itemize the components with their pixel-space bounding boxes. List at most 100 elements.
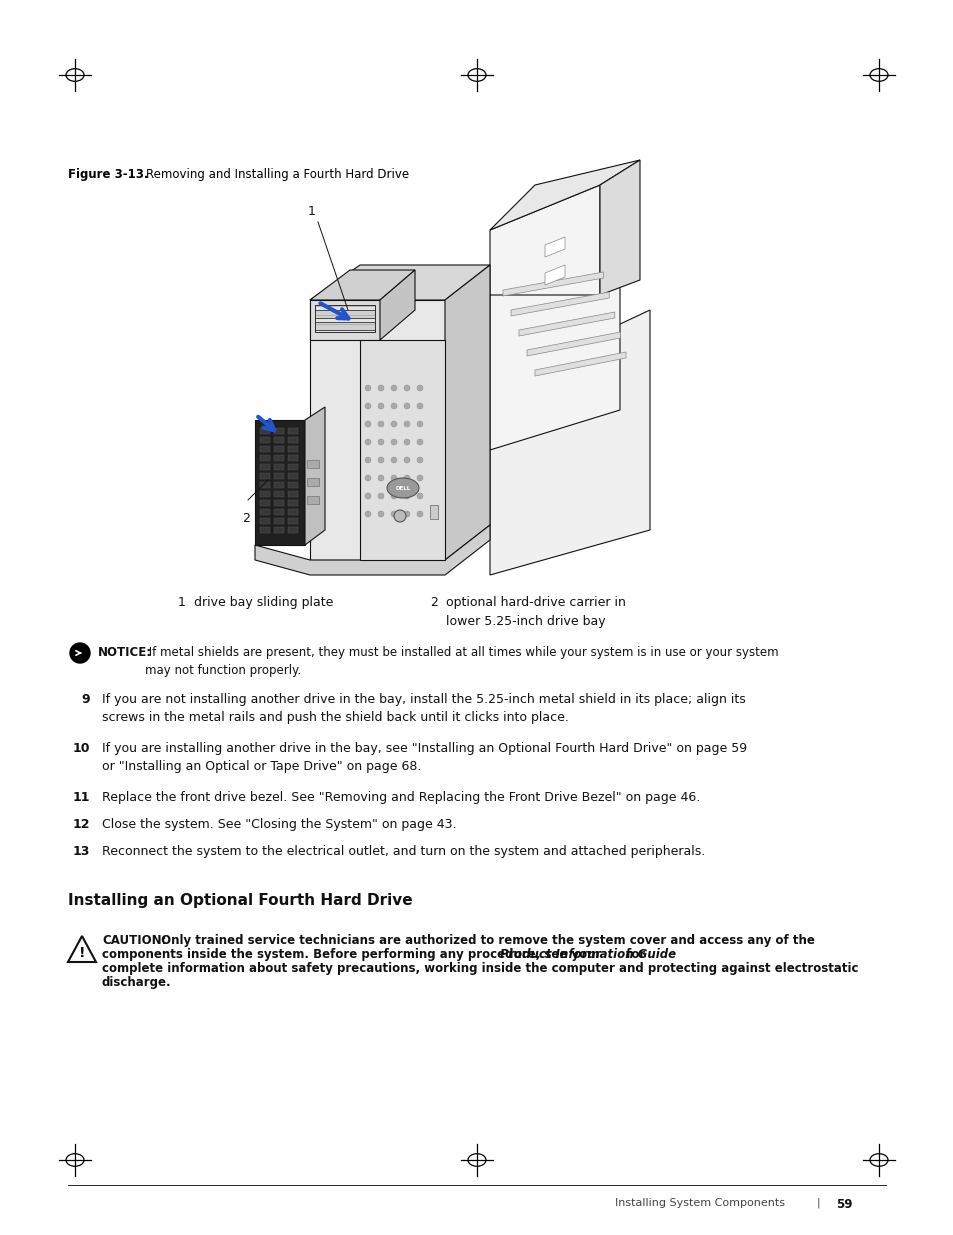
Circle shape bbox=[391, 475, 396, 480]
Circle shape bbox=[403, 421, 410, 427]
Polygon shape bbox=[444, 266, 490, 559]
Text: 13: 13 bbox=[72, 845, 90, 858]
Polygon shape bbox=[544, 266, 564, 285]
Bar bbox=[288, 482, 297, 488]
Polygon shape bbox=[490, 161, 639, 230]
Bar bbox=[260, 527, 270, 534]
Bar bbox=[288, 446, 297, 452]
Polygon shape bbox=[490, 240, 619, 450]
Circle shape bbox=[377, 493, 384, 499]
Text: 59: 59 bbox=[835, 1198, 852, 1212]
Text: components inside the system. Before performing any procedure, see your: components inside the system. Before per… bbox=[102, 948, 605, 961]
Text: DELL: DELL bbox=[395, 485, 410, 490]
Bar bbox=[274, 437, 284, 443]
Bar bbox=[274, 473, 284, 479]
Polygon shape bbox=[359, 340, 444, 559]
Bar bbox=[274, 500, 284, 506]
Circle shape bbox=[416, 421, 422, 427]
Text: 2: 2 bbox=[430, 597, 437, 609]
Bar bbox=[274, 482, 284, 488]
Polygon shape bbox=[599, 161, 639, 295]
Text: NOTICE:: NOTICE: bbox=[98, 646, 152, 659]
Bar bbox=[274, 492, 284, 496]
Text: 1: 1 bbox=[178, 597, 186, 609]
Circle shape bbox=[403, 475, 410, 480]
Bar bbox=[274, 454, 284, 461]
Circle shape bbox=[391, 421, 396, 427]
Bar bbox=[274, 509, 284, 515]
Text: CAUTION:: CAUTION: bbox=[102, 934, 167, 947]
Bar bbox=[260, 492, 270, 496]
Text: for: for bbox=[621, 948, 644, 961]
Text: drive bay sliding plate: drive bay sliding plate bbox=[193, 597, 333, 609]
Text: Product Information Guide: Product Information Guide bbox=[499, 948, 676, 961]
Circle shape bbox=[416, 438, 422, 445]
Circle shape bbox=[403, 511, 410, 517]
Polygon shape bbox=[254, 525, 490, 576]
Bar bbox=[260, 473, 270, 479]
Circle shape bbox=[365, 385, 371, 391]
Polygon shape bbox=[310, 266, 490, 300]
Polygon shape bbox=[254, 420, 305, 545]
Circle shape bbox=[365, 421, 371, 427]
Polygon shape bbox=[314, 322, 375, 330]
Text: Close the system. See "Closing the System" on page 43.: Close the system. See "Closing the Syste… bbox=[102, 818, 456, 831]
Circle shape bbox=[377, 457, 384, 463]
Circle shape bbox=[391, 438, 396, 445]
Circle shape bbox=[416, 385, 422, 391]
Circle shape bbox=[377, 475, 384, 480]
Text: 10: 10 bbox=[72, 742, 90, 755]
Polygon shape bbox=[544, 237, 564, 257]
Text: optional hard-drive carrier in
lower 5.25-inch drive bay: optional hard-drive carrier in lower 5.2… bbox=[446, 597, 625, 629]
Text: Removing and Installing a Fourth Hard Drive: Removing and Installing a Fourth Hard Dr… bbox=[131, 168, 409, 182]
Bar bbox=[288, 454, 297, 461]
Bar bbox=[260, 429, 270, 433]
Circle shape bbox=[377, 438, 384, 445]
Text: discharge.: discharge. bbox=[102, 976, 172, 989]
Text: If metal shields are present, they must be installed at all times while your sys: If metal shields are present, they must … bbox=[145, 646, 778, 677]
Ellipse shape bbox=[387, 478, 418, 498]
Bar bbox=[274, 517, 284, 524]
Text: 9: 9 bbox=[81, 693, 90, 706]
Bar bbox=[260, 517, 270, 524]
Text: 1: 1 bbox=[308, 205, 315, 219]
Text: 11: 11 bbox=[72, 790, 90, 804]
Circle shape bbox=[391, 493, 396, 499]
Text: Only trained service technicians are authorized to remove the system cover and a: Only trained service technicians are aut… bbox=[157, 934, 814, 947]
Circle shape bbox=[403, 457, 410, 463]
Circle shape bbox=[416, 403, 422, 409]
Circle shape bbox=[377, 511, 384, 517]
Bar bbox=[260, 509, 270, 515]
Polygon shape bbox=[310, 270, 415, 300]
Polygon shape bbox=[511, 291, 609, 316]
Bar bbox=[307, 496, 318, 504]
Polygon shape bbox=[68, 936, 96, 962]
Bar bbox=[288, 500, 297, 506]
Text: If you are installing another drive in the bay, see "Installing an Optional Four: If you are installing another drive in t… bbox=[102, 742, 746, 773]
Circle shape bbox=[416, 457, 422, 463]
Text: Figure 3-13.: Figure 3-13. bbox=[68, 168, 149, 182]
Bar bbox=[260, 437, 270, 443]
Bar bbox=[307, 478, 318, 487]
Circle shape bbox=[391, 403, 396, 409]
Polygon shape bbox=[379, 270, 415, 340]
Bar bbox=[260, 446, 270, 452]
Text: 2: 2 bbox=[242, 513, 250, 525]
Circle shape bbox=[416, 493, 422, 499]
Bar bbox=[274, 429, 284, 433]
Circle shape bbox=[391, 457, 396, 463]
Polygon shape bbox=[310, 300, 379, 340]
Circle shape bbox=[377, 403, 384, 409]
Bar bbox=[260, 454, 270, 461]
Bar bbox=[288, 464, 297, 471]
Circle shape bbox=[403, 493, 410, 499]
Bar bbox=[274, 527, 284, 534]
Bar bbox=[288, 473, 297, 479]
Text: Replace the front drive bezel. See "Removing and Replacing the Front Drive Bezel: Replace the front drive bezel. See "Remo… bbox=[102, 790, 700, 804]
Polygon shape bbox=[490, 185, 599, 295]
Polygon shape bbox=[526, 332, 619, 356]
Bar bbox=[288, 527, 297, 534]
Bar bbox=[288, 429, 297, 433]
Polygon shape bbox=[305, 408, 325, 545]
Polygon shape bbox=[314, 310, 375, 317]
